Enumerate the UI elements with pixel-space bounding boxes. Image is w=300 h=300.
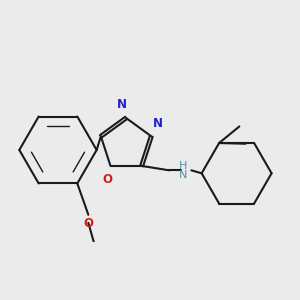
Text: N: N xyxy=(117,98,127,111)
Text: O: O xyxy=(83,217,93,230)
Text: O: O xyxy=(103,172,112,185)
Text: N: N xyxy=(153,117,163,130)
Text: H
N: H N xyxy=(179,161,188,180)
